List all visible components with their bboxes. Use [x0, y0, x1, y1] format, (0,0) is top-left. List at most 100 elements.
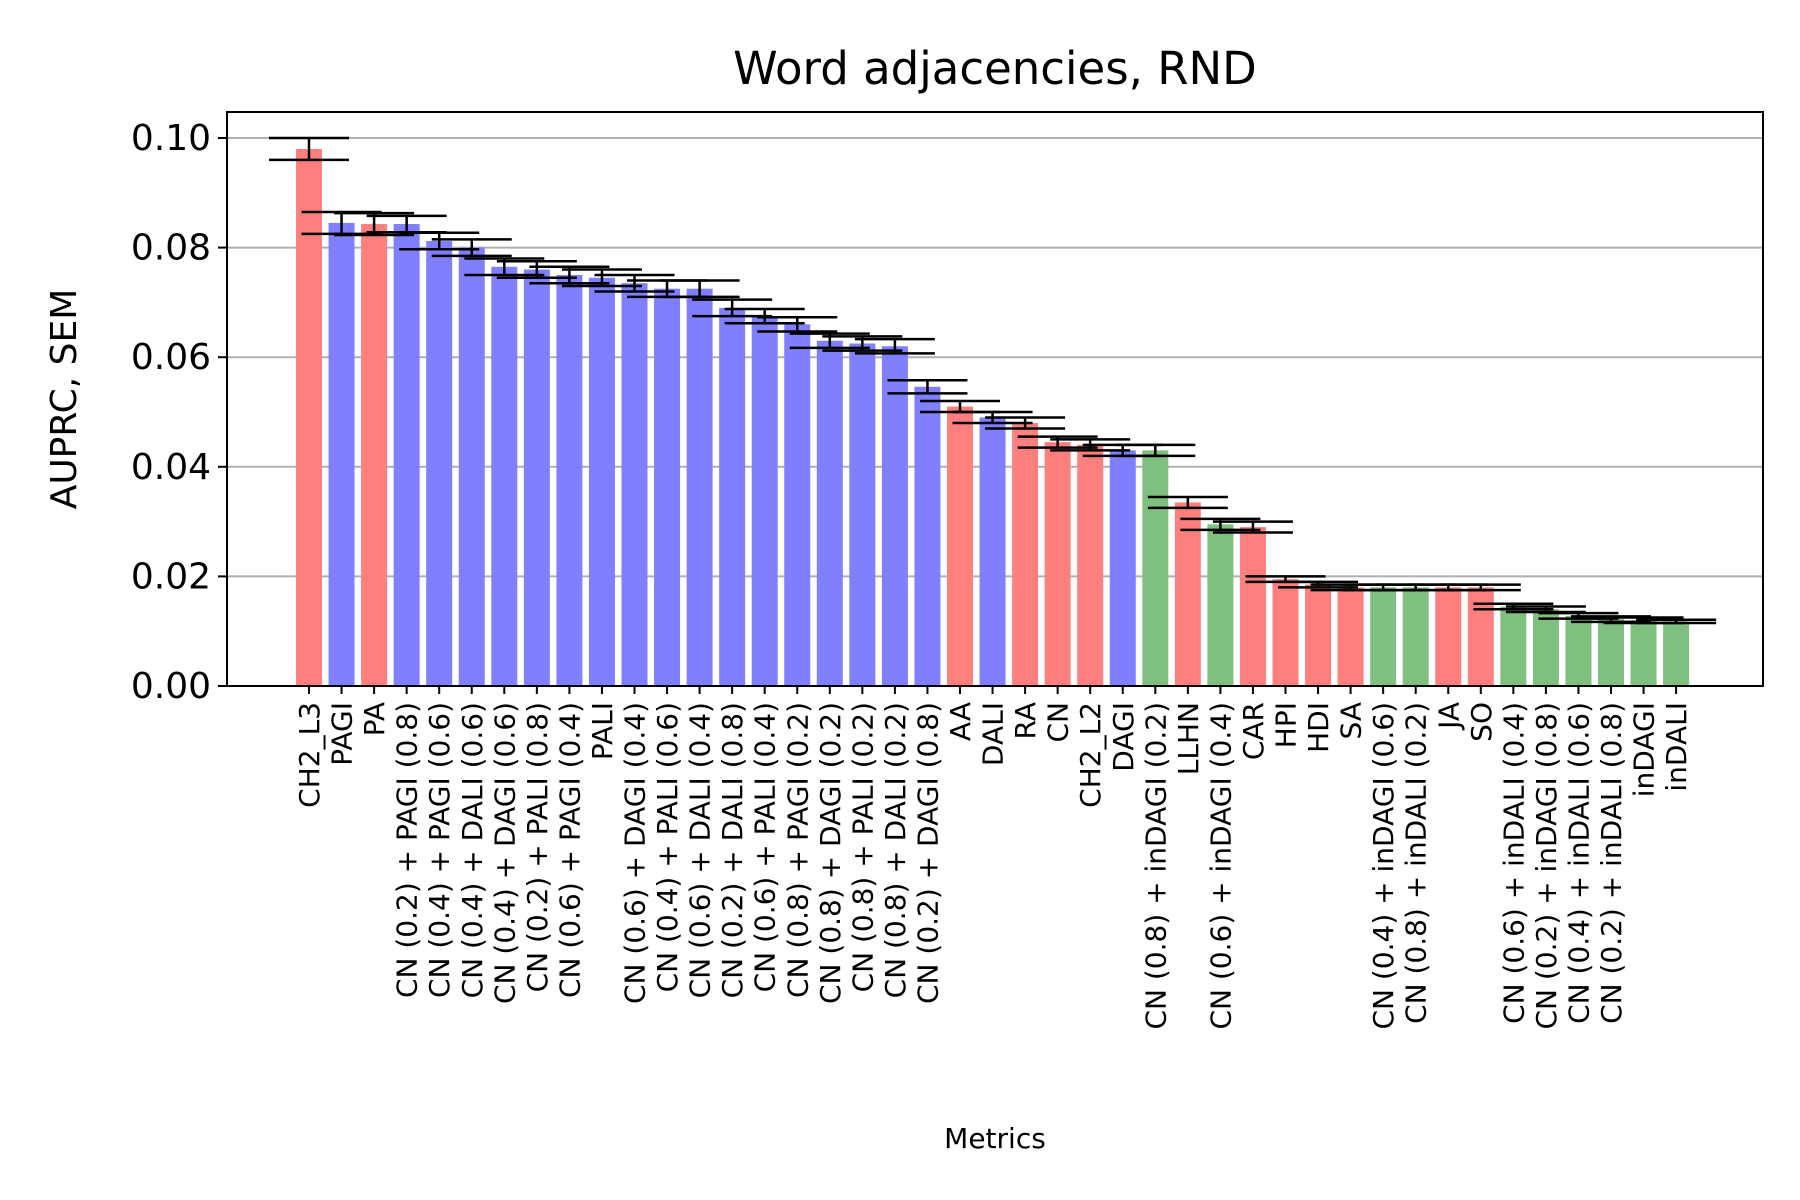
bar: [947, 406, 973, 686]
error-bar: [854, 337, 935, 355]
x-tick-label: CN (0.2) + DAGI (0.8): [911, 702, 944, 1004]
y-tick-label: 0.04: [131, 447, 211, 488]
x-tick-label: CN (0.8) + DAGI (0.2): [814, 702, 847, 1004]
bar: [328, 222, 355, 686]
x-tick-label: JA: [1432, 702, 1465, 731]
bars: [296, 148, 1690, 687]
error-bar: [594, 273, 675, 293]
bar: [361, 224, 388, 686]
x-tick-label: DAGI: [1107, 702, 1140, 772]
x-tick-label: CN (0.6) + inDAGI (0.4): [1204, 702, 1237, 1030]
bar: [686, 288, 713, 686]
error-bars: [269, 136, 1717, 625]
bar: [784, 324, 811, 686]
bar: [719, 307, 746, 686]
bar: [1109, 450, 1136, 686]
x-tick-label: SA: [1335, 702, 1368, 739]
bar: [1044, 442, 1071, 686]
x-tick-label: HDI: [1302, 702, 1335, 753]
y-tick-label: 0.00: [131, 666, 211, 707]
x-tick-label: CN (0.4) + PAGI (0.6): [423, 702, 456, 998]
x-tick-label: CH2_L2: [1074, 702, 1107, 808]
x-tick-label: CN (0.4) + inDAGI (0.6): [1367, 702, 1400, 1030]
bar: [1598, 619, 1624, 686]
y-axis-ticks: 0.00 0.02 0.04 0.06 0.08 0.10: [131, 118, 227, 707]
bar: [1532, 609, 1559, 686]
plot-frame: [226, 111, 1764, 687]
error-bar: [887, 378, 968, 395]
bar: [491, 266, 518, 686]
error-bar: [431, 238, 512, 258]
x-tick-label: PAGI: [326, 702, 359, 766]
chart-title: Word adjacencies, RND: [733, 42, 1257, 95]
bar: [1207, 524, 1234, 686]
x-tick-label: CN (0.2) + inDALI (0.8): [1595, 702, 1628, 1024]
bar: [1435, 587, 1462, 686]
bar: [1402, 587, 1429, 686]
x-tick-label: CN (0.6) + inDALI (0.4): [1497, 702, 1530, 1024]
bar: [1630, 620, 1657, 686]
error-bar: [757, 315, 838, 333]
y-tick-label: 0.06: [131, 337, 211, 378]
error-bar: [1212, 520, 1293, 534]
bar: [1305, 584, 1332, 686]
error-bar: [496, 260, 577, 279]
x-tick-label: CN (0.8) + inDAGI (0.2): [1139, 702, 1172, 1030]
x-tick-label: inDALI: [1660, 702, 1693, 792]
bar: [881, 346, 908, 686]
bar: [1012, 422, 1039, 686]
x-tick-label: CN (0.8) + PAGI (0.2): [781, 702, 814, 998]
bar: [588, 277, 615, 686]
x-tick-label: LLHN: [1172, 702, 1205, 775]
x-tick-label: CN (0.6) + PALI (0.4): [749, 702, 782, 992]
bar: [1272, 579, 1299, 686]
x-axis-ticks: CH2_L3 PAGI PA CN (0.2) + PAGI (0.8) CN (0.4…: [293, 686, 1693, 1030]
bar: [1337, 587, 1364, 686]
bar: [816, 340, 843, 686]
bar: [1467, 587, 1494, 686]
x-tick-label: RA: [1009, 702, 1042, 739]
y-axis-label: AUPRC, SEM: [44, 289, 85, 510]
bar: [1565, 615, 1592, 686]
bar: [393, 224, 420, 686]
bar: [979, 417, 1006, 686]
x-tick-label: CN (0.2) + PAGI (0.8): [391, 702, 424, 998]
x-tick-label: CN (0.8) + PALI (0.2): [846, 702, 879, 992]
bar: [426, 241, 453, 687]
x-tick-label: CN (0.4) + DALI (0.6): [456, 702, 489, 998]
bar: [556, 275, 583, 686]
bar: [849, 343, 876, 686]
error-bar: [1147, 495, 1228, 510]
error-bar: [1440, 583, 1521, 592]
bar: [751, 316, 778, 686]
bar: [1174, 502, 1201, 686]
error-bar: [399, 231, 480, 251]
x-tick-label: PALI: [586, 702, 619, 760]
x-tick-label: CN (0.4) + inDALI (0.6): [1562, 702, 1595, 1024]
x-tick-label: CAR: [1237, 702, 1270, 760]
x-tick-label: CN (0.2) + DALI (0.8): [716, 702, 749, 998]
x-tick-label: HPI: [1270, 702, 1303, 748]
bar: [1142, 450, 1169, 686]
x-tick-label: CN (0.2) + PALI (0.8): [521, 702, 554, 992]
bar: [914, 386, 941, 686]
y-tick-label: 0.10: [131, 118, 211, 159]
x-tick-label: DALI: [977, 702, 1010, 766]
x-tick-label: CN (0.4) + PALI (0.6): [651, 702, 684, 992]
bar: [1077, 444, 1104, 686]
bar: [458, 247, 485, 686]
error-bar: [659, 279, 740, 299]
bar: [621, 283, 648, 686]
x-tick-label: CN (0.2) + inDAGI (0.8): [1530, 702, 1563, 1030]
x-tick-label: CH2_L3: [293, 702, 326, 808]
x-tick-label: SO: [1465, 702, 1498, 742]
x-tick-label: CN (0.6) + DAGI (0.4): [619, 702, 652, 1004]
x-tick-label: CN (0.8) + inDALI (0.2): [1400, 702, 1433, 1024]
y-tick-label: 0.02: [131, 556, 211, 597]
error-bar: [985, 416, 1066, 430]
bar: [1663, 621, 1690, 686]
bar: [654, 288, 681, 686]
x-tick-label: CN: [1042, 702, 1075, 743]
x-tick-label: AA: [944, 702, 977, 741]
error-bar: [1636, 618, 1717, 625]
